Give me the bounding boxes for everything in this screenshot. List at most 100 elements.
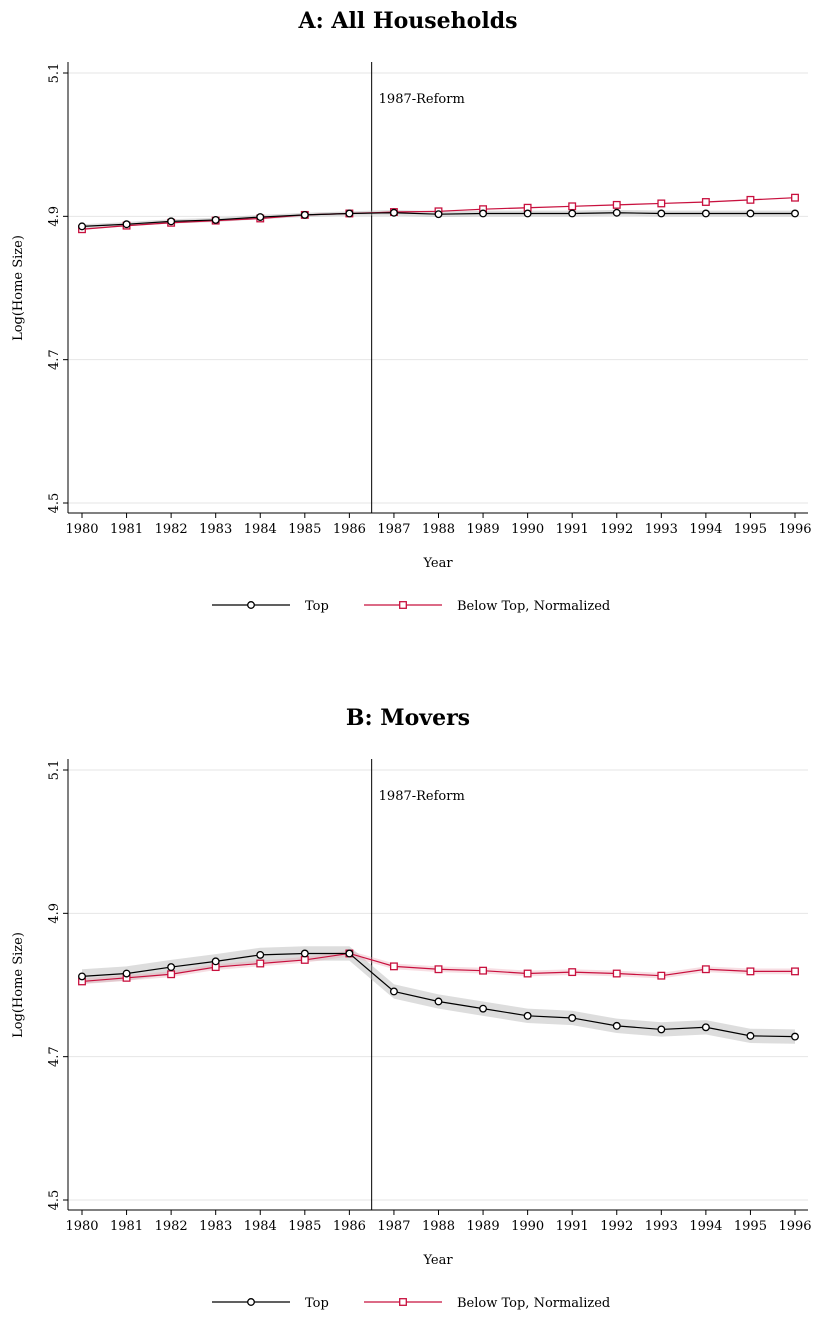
data-point-below-top xyxy=(791,193,799,202)
data-point-top xyxy=(300,949,309,958)
x-tick-label: 1992 xyxy=(600,1219,633,1234)
data-point-top xyxy=(479,1004,488,1013)
data-point-below-top xyxy=(167,970,176,979)
x-tick-label: 1989 xyxy=(467,1219,500,1234)
data-point-below-top xyxy=(657,199,666,208)
data-point-top xyxy=(791,209,799,218)
data-point-top xyxy=(523,1011,532,1020)
x-tick-label: 1994 xyxy=(689,1219,722,1234)
data-point-top xyxy=(211,215,220,224)
x-tick-label: 1985 xyxy=(288,1219,321,1234)
data-point-below-top xyxy=(389,962,398,971)
data-point-top xyxy=(434,210,443,219)
x-tick-label: 1980 xyxy=(65,1219,98,1234)
legend-marker-below-top xyxy=(399,1298,407,1306)
data-point-below-top xyxy=(434,965,443,974)
data-point-top xyxy=(479,209,488,218)
y-axis-label: Log(Home Size) xyxy=(11,235,26,341)
data-point-below-top xyxy=(300,955,309,964)
data-point-top xyxy=(256,950,265,959)
x-tick-label: 1991 xyxy=(556,1219,589,1234)
data-point-top xyxy=(434,997,443,1006)
data-point-top xyxy=(122,969,131,978)
data-point-top xyxy=(300,210,309,219)
data-point-top xyxy=(256,213,265,221)
data-point-top xyxy=(345,209,354,218)
legend-marker-top xyxy=(247,1298,255,1306)
x-tick-label: 1981 xyxy=(110,1219,143,1234)
ci-band-top xyxy=(82,946,795,1044)
data-point-below-top xyxy=(701,198,710,206)
y-tick-label: 4.5 xyxy=(47,1190,62,1211)
x-tick-label: 1985 xyxy=(288,522,321,537)
data-point-below-top xyxy=(256,959,265,968)
y-tick-label: 4.7 xyxy=(47,1046,62,1067)
data-point-top xyxy=(523,209,532,218)
x-tick-label: 1981 xyxy=(110,522,143,537)
data-point-below-top xyxy=(568,202,577,211)
x-tick-label: 1984 xyxy=(244,1219,277,1234)
x-tick-label: 1991 xyxy=(556,522,589,537)
data-point-top xyxy=(167,217,176,226)
y-tick-label: 5.1 xyxy=(47,760,62,781)
x-tick-label: 1996 xyxy=(778,522,811,537)
legend-marker-top xyxy=(247,601,255,609)
data-point-top xyxy=(746,1031,755,1040)
x-tick-label: 1993 xyxy=(645,1219,678,1234)
data-point-top xyxy=(657,1025,666,1034)
data-point-below-top xyxy=(791,967,799,976)
reform-annotation: 1987-Reform xyxy=(379,92,465,107)
legend-label-top: Top xyxy=(305,1296,329,1311)
reform-annotation: 1987-Reform xyxy=(379,789,465,804)
data-point-top xyxy=(389,987,398,996)
data-point-top xyxy=(167,963,176,972)
data-point-top xyxy=(746,209,755,218)
data-point-below-top xyxy=(568,968,577,977)
data-point-below-top xyxy=(746,967,755,976)
y-tick-label: 4.5 xyxy=(47,493,62,514)
data-point-top xyxy=(701,209,710,218)
x-tick-label: 1986 xyxy=(333,522,366,537)
x-tick-label: 1992 xyxy=(600,522,633,537)
x-tick-label: 1983 xyxy=(199,1219,232,1234)
x-tick-label: 1988 xyxy=(422,522,455,537)
data-point-below-top xyxy=(612,969,621,978)
chart-title: A: All Households xyxy=(298,8,518,34)
x-tick-label: 1990 xyxy=(511,522,544,537)
y-tick-label: 4.7 xyxy=(47,349,62,370)
data-point-top xyxy=(612,1021,621,1030)
x-tick-label: 1982 xyxy=(155,522,188,537)
legend-marker-below-top xyxy=(399,601,407,609)
data-point-top xyxy=(122,220,131,229)
x-tick-label: 1984 xyxy=(244,522,277,537)
data-point-top xyxy=(791,1032,799,1041)
data-point-below-top xyxy=(612,200,621,209)
data-point-below-top xyxy=(657,971,666,980)
y-tick-label: 5.1 xyxy=(47,63,62,84)
x-tick-label: 1982 xyxy=(155,1219,188,1234)
x-tick-label: 1995 xyxy=(734,1219,767,1234)
x-tick-label: 1988 xyxy=(422,1219,455,1234)
data-point-top xyxy=(389,208,398,217)
y-tick-label: 4.9 xyxy=(47,206,62,227)
x-tick-label: 1987 xyxy=(377,1219,410,1234)
data-point-below-top xyxy=(701,965,710,974)
x-tick-label: 1996 xyxy=(778,1219,811,1234)
x-axis-label: Year xyxy=(422,556,453,571)
data-point-below-top xyxy=(746,195,755,204)
x-tick-label: 1980 xyxy=(65,522,98,537)
data-point-below-top xyxy=(479,966,488,975)
legend-label-below-top: Below Top, Normalized xyxy=(457,1296,610,1311)
chart-title: B: Movers xyxy=(346,705,470,731)
x-tick-label: 1987 xyxy=(377,522,410,537)
x-tick-label: 1994 xyxy=(689,522,722,537)
data-point-top xyxy=(568,209,577,218)
data-point-top xyxy=(211,957,220,966)
data-point-top xyxy=(568,1014,577,1022)
x-axis-label: Year xyxy=(422,1253,453,1268)
legend-label-top: Top xyxy=(305,599,329,614)
chart-panel-1: A: All Households 4.5 4.7 4.9 5.1 1980 1981 198… xyxy=(11,8,812,614)
data-point-top xyxy=(78,222,86,231)
data-point-top xyxy=(345,949,354,958)
